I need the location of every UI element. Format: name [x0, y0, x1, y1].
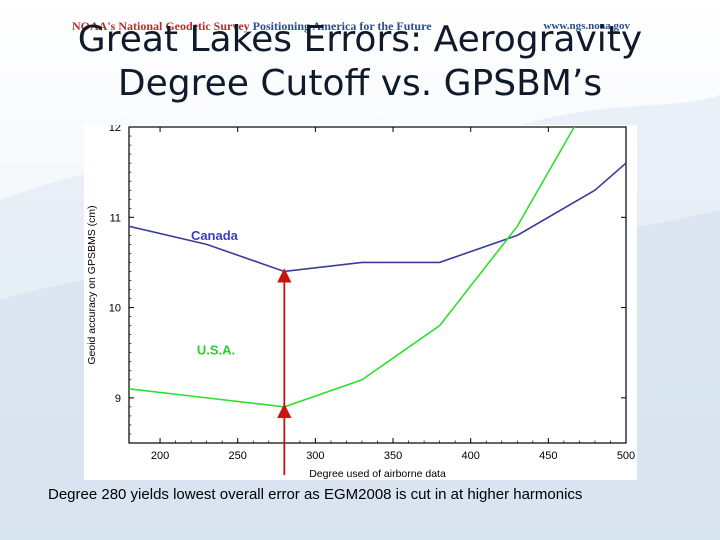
slide-title: Great Lakes Errors: Aerogravity Degree C… — [0, 18, 720, 106]
org-prefix: NOAA's — [72, 19, 116, 33]
y-tick-label: 9 — [115, 393, 121, 405]
title-line-2: Degree Cutoff vs. GPSBM’s — [117, 63, 603, 104]
title-line-1: Great Lakes Errors: Aerogravity — [77, 19, 643, 60]
chart-panel: 200 250 300 350 400 450 500 9 10 11 12 Degree used … — [84, 122, 637, 480]
x-tick-label: 200 — [151, 450, 169, 462]
y-tick-label: 10 — [109, 303, 121, 315]
x-tick-label: 350 — [384, 450, 402, 462]
series-line-usa — [129, 127, 576, 408]
org-name: National Geodetic Survey — [118, 19, 250, 33]
header-bar: NOAA's National Geodetic Survey Position… — [0, 8, 720, 33]
x-tick-label: 300 — [306, 450, 324, 462]
y-tick-label: 11 — [110, 212, 121, 224]
website-url: www.ngs.noaa.gov — [543, 20, 631, 32]
y-axis-label: Geoid accuracy on GPSBMS (cm) — [86, 205, 98, 364]
y-tick-label: 12 — [109, 125, 121, 134]
series-label-usa: U.S.A. — [197, 343, 235, 358]
x-tick-label: 400 — [462, 450, 480, 462]
x-axis-label: Degree used of airborne data — [309, 468, 446, 480]
line-chart: 200 250 300 350 400 450 500 9 10 11 12 Degree used … — [86, 122, 635, 480]
series-line-canada — [129, 162, 626, 273]
slide-caption: Degree 280 yields lowest overall error a… — [48, 486, 583, 503]
x-tick-label: 500 — [617, 450, 635, 462]
x-tick-label: 250 — [229, 450, 247, 462]
series-label-canada: Canada — [191, 228, 239, 243]
plot-frame — [128, 126, 627, 444]
x-tick-label: 450 — [539, 450, 557, 462]
org-banner: NOAA's National Geodetic Survey Position… — [72, 19, 432, 34]
org-tagline: Positioning America for the Future — [252, 19, 432, 33]
